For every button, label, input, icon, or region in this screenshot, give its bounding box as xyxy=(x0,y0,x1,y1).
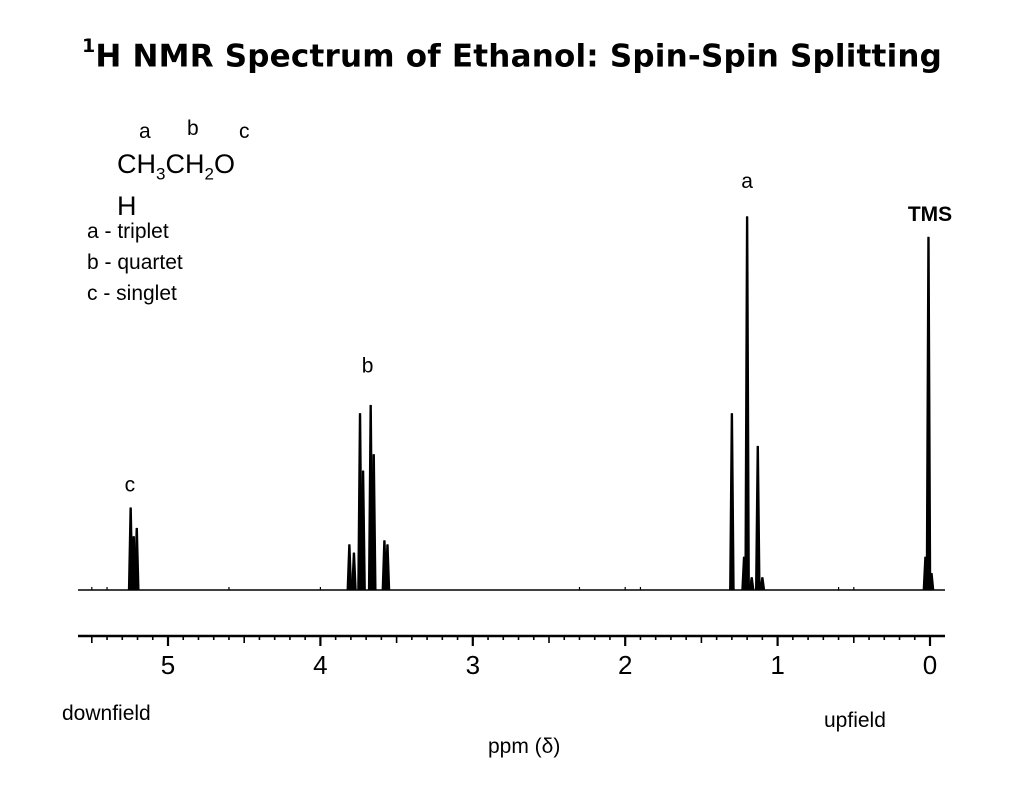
spectrum-peak xyxy=(360,470,366,591)
formula-sub-3: 3 xyxy=(156,164,166,184)
formula-sub-2: 2 xyxy=(204,164,214,184)
x-axis-label: ppm (δ) xyxy=(488,735,561,758)
formula-ch-2: CH xyxy=(165,149,205,179)
upfield-label: upfield xyxy=(824,709,886,732)
multiplicity-b: b - quartet xyxy=(87,251,183,274)
spectrum-peak xyxy=(925,236,932,591)
spectrum-peak xyxy=(351,552,357,591)
title-text: H NMR Spectrum of Ethanol: Spin-Spin Spl… xyxy=(95,38,943,75)
spectrum-peak xyxy=(741,556,747,591)
spectrum-peak xyxy=(346,544,353,591)
x-tick-label: 3 xyxy=(466,650,480,680)
spectrum-peak xyxy=(922,556,929,591)
spectrum-peak xyxy=(370,454,377,591)
x-tick-label: 5 xyxy=(161,650,175,680)
spectrum-peak xyxy=(729,413,735,591)
chart-title: 1H NMR Spectrum of Ethanol: Spin-Spin Sp… xyxy=(0,35,1024,75)
spectrum-peak xyxy=(744,216,750,591)
formula-ch-1: CH xyxy=(117,149,156,179)
x-tick-label: 4 xyxy=(313,650,327,680)
ethanol-formula: CH3CH2O H xyxy=(117,148,235,222)
spectrum-peak xyxy=(729,573,735,591)
x-tick-label: 0 xyxy=(923,650,937,680)
multiplicity-a: a - triplet xyxy=(87,220,169,243)
spectrum-peak xyxy=(759,577,766,591)
x-tick-label: 1 xyxy=(770,650,784,680)
annotation-b: b xyxy=(362,355,374,378)
multiplicity-c: c - singlet xyxy=(87,282,177,305)
x-tick-label: 2 xyxy=(618,650,632,680)
molecule-label-b: b xyxy=(187,117,199,140)
molecule-label-c: c xyxy=(239,120,250,143)
annotation-a: a xyxy=(741,170,753,193)
downfield-label: downfield xyxy=(62,702,151,725)
title-superscript: 1 xyxy=(81,35,96,57)
formula-h: H xyxy=(117,191,137,222)
spectrum-peak xyxy=(748,577,755,591)
spectrum-peak xyxy=(384,544,391,591)
annotation-tms: TMS xyxy=(908,203,952,226)
molecule-label-a: a xyxy=(139,120,151,143)
annotation-c: c xyxy=(125,473,136,496)
spectrum-peak xyxy=(754,445,761,591)
spectrum-peak xyxy=(133,527,140,591)
spectrum-peak xyxy=(928,573,935,591)
formula-o: O xyxy=(213,149,235,179)
